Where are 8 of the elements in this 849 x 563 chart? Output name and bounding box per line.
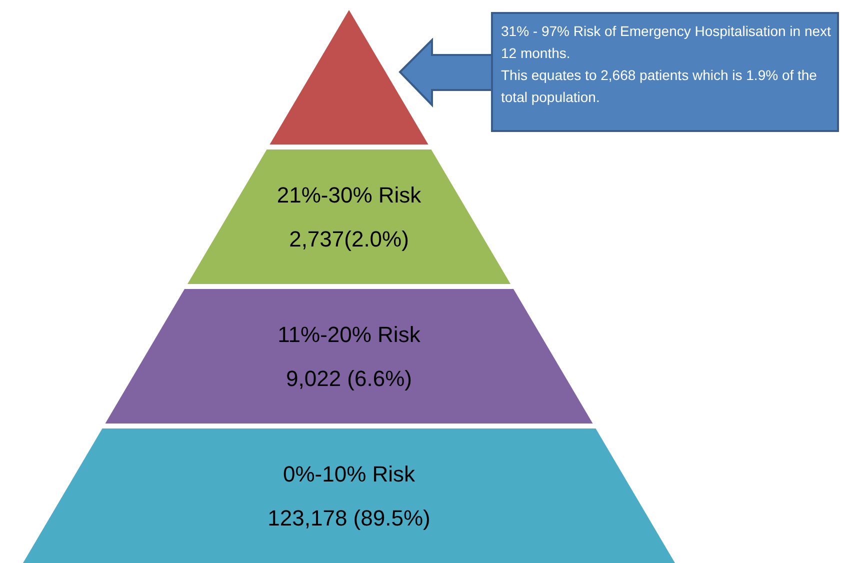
text: 31% - 97% Risk of Emergency Hospitalisation in next 12 months. — [501, 22, 831, 63]
category-label: 0%-10% Risk — [282, 461, 416, 486]
data-label: 9,022 (6.6%) — [286, 366, 412, 391]
data-label: 2,737(2.0%) — [289, 226, 409, 252]
category-label: 21%-30% Risk — [276, 182, 422, 208]
data-label: 123,178 (89.5%) — [268, 505, 430, 530]
text: This equates to 2,668 patients which is 1.9% of the total population. — [501, 66, 818, 107]
category-label: 11%-20% Risk — [278, 322, 422, 347]
